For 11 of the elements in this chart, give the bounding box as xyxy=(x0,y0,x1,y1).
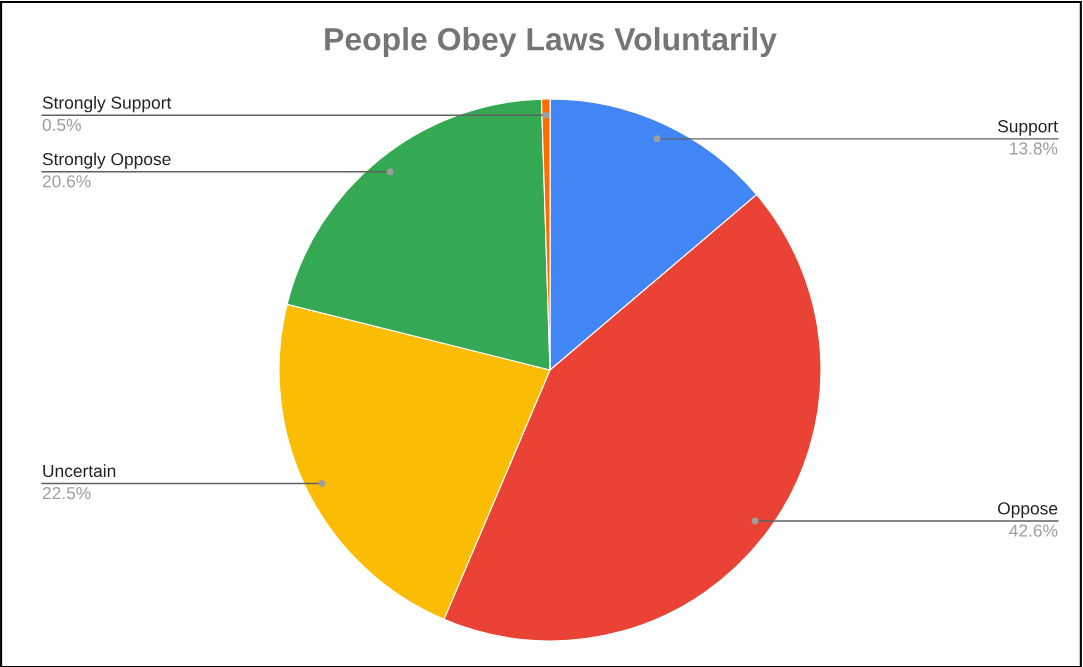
slice-label: Support xyxy=(997,120,1058,136)
slice-label: Uncertain xyxy=(43,464,116,478)
slice-label: Strongly Support xyxy=(42,96,172,113)
data-label: 20.6% xyxy=(42,175,91,188)
data-label: 22.5% xyxy=(42,486,91,500)
slice-label: Strongly Oppose xyxy=(42,152,171,169)
data-label: 13.8% xyxy=(1010,142,1058,155)
data-label: 0.5% xyxy=(42,118,81,132)
data-label: 42.6% xyxy=(1009,524,1058,537)
chart-title: People Obey Laws Voluntarily xyxy=(325,27,777,57)
slice-label: Oppose xyxy=(998,502,1058,519)
